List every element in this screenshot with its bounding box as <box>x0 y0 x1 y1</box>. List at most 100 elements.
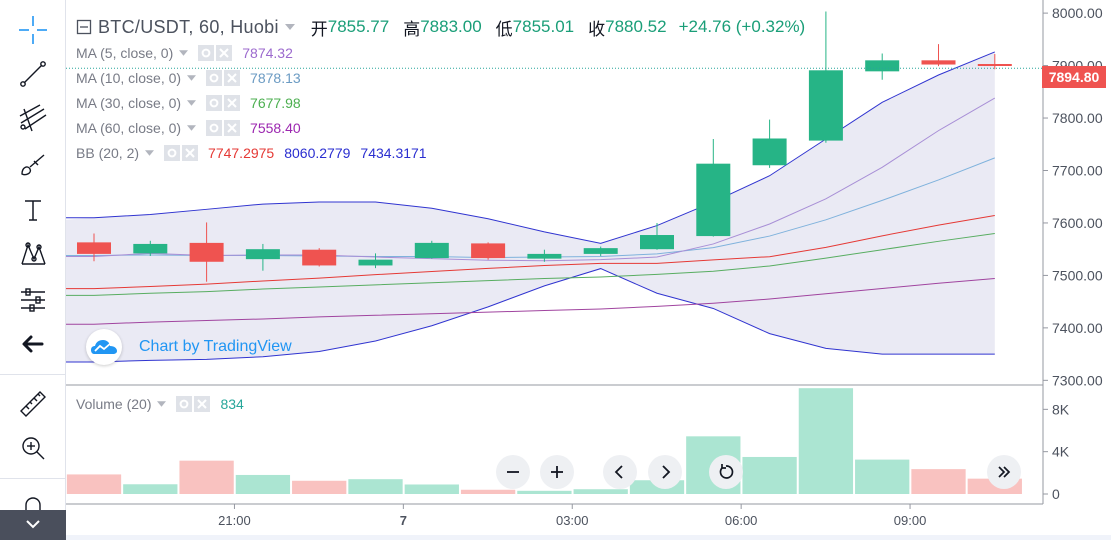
close-icon <box>197 399 208 409</box>
crosshair-icon <box>19 16 47 44</box>
close-icon <box>227 122 237 133</box>
candle-down <box>302 249 337 266</box>
last-price-badge: 7894.80 <box>1042 66 1106 88</box>
study-settings-button[interactable] <box>164 144 181 161</box>
price-tick-label: 7700.00 <box>1052 162 1103 178</box>
collapse-icon <box>26 520 40 529</box>
settings-icon <box>209 123 219 132</box>
study-remove-button[interactable] <box>224 69 241 86</box>
candle-down <box>471 243 506 259</box>
candle-up <box>245 249 280 260</box>
zoom-in-button[interactable] <box>540 455 574 489</box>
study-value: 7434.3171 <box>360 144 427 161</box>
zoom-in-tool[interactable] <box>13 430 53 466</box>
volume-bar <box>911 469 966 494</box>
change-value: +24.76 (+0.32%) <box>678 17 806 36</box>
ma30-line <box>66 232 995 296</box>
bb-band-fill <box>66 51 995 362</box>
trend-line-tool[interactable] <box>13 56 53 92</box>
candle-down <box>921 60 956 65</box>
candles <box>77 11 1012 282</box>
minus-icon <box>507 471 519 473</box>
time-tick-label: 7 <box>400 513 407 528</box>
chevron-down-icon[interactable] <box>187 74 197 81</box>
brush-tool[interactable] <box>13 146 53 182</box>
crosshair-tool[interactable] <box>13 12 53 48</box>
study-remove-button[interactable] <box>182 144 199 161</box>
volume-tick-label: 4K <box>1052 444 1070 460</box>
study-settings-button[interactable] <box>206 119 223 136</box>
high-label: 高 <box>403 19 421 39</box>
ma60-line <box>66 278 995 325</box>
volume-study-name[interactable]: Volume (20) <box>76 396 152 412</box>
measure-tool[interactable] <box>13 282 53 318</box>
chevron-right-icon <box>662 465 671 479</box>
study-settings-button[interactable] <box>206 69 223 86</box>
study-name[interactable]: MA (60, close, 0) <box>76 119 182 136</box>
bollinger-bands <box>66 51 995 362</box>
pattern-tool[interactable] <box>13 236 53 272</box>
chevron-down-icon[interactable] <box>284 24 295 30</box>
price-axis <box>1043 0 1111 540</box>
study-name[interactable]: MA (10, close, 0) <box>76 69 182 86</box>
scroll-right-button[interactable] <box>648 455 682 489</box>
study-remove-button[interactable] <box>216 44 233 61</box>
candle-up <box>414 242 449 259</box>
reset-chart-button[interactable] <box>709 455 743 489</box>
chevron-left-icon <box>614 465 623 479</box>
time-tick-label: 03:00 <box>556 513 589 528</box>
pattern-icon <box>21 242 46 265</box>
volume-bar <box>855 459 910 494</box>
volume-bar <box>460 489 516 494</box>
chevron-down-icon[interactable] <box>145 149 155 156</box>
volume-bar <box>123 484 178 494</box>
scroll-to-realtime-button[interactable] <box>987 455 1021 489</box>
volume-settings-button[interactable] <box>176 396 193 412</box>
zoom-out-button[interactable] <box>496 455 530 489</box>
volume-bar <box>573 489 628 494</box>
chevron-down-icon[interactable] <box>187 99 197 106</box>
symbol-title[interactable]: BTC/USDT, 60, Huobi <box>98 16 279 37</box>
chevron-down-icon[interactable] <box>179 49 189 56</box>
study-name[interactable]: BB (20, 2) <box>76 144 140 161</box>
open-value: 7855.77 <box>327 17 390 36</box>
settings-icon <box>201 48 211 57</box>
study-remove-button[interactable] <box>224 119 241 136</box>
chevron-down-icon[interactable] <box>157 401 167 407</box>
chevron-down-icon[interactable] <box>187 124 197 131</box>
study-row: MA (5, close, 0) 7874.32 <box>76 40 805 65</box>
candle-down <box>977 64 1012 66</box>
study-settings-button[interactable] <box>198 44 215 61</box>
text-icon <box>25 200 41 221</box>
study-row: BB (20, 2) 7747.2975 8060.2779 7434.3171 <box>76 140 805 165</box>
study-settings-button[interactable] <box>206 94 223 111</box>
study-value: 8060.2779 <box>284 144 351 161</box>
text-tool[interactable] <box>13 192 53 228</box>
bb-lower-line <box>66 268 995 363</box>
brush-icon <box>21 154 45 176</box>
back-tool[interactable] <box>13 326 53 362</box>
collapse-legend-icon[interactable] <box>76 19 92 35</box>
candle-up <box>527 253 562 259</box>
study-row: MA (30, close, 0) 7677.98 <box>76 90 805 115</box>
volume-bar <box>798 388 854 494</box>
price-tick-label: 7500.00 <box>1052 267 1103 283</box>
volume-remove-button[interactable] <box>194 396 211 412</box>
pitchfork-tool[interactable] <box>13 100 53 136</box>
study-remove-button[interactable] <box>224 94 241 111</box>
collapse-toolbar-button[interactable] <box>0 510 66 540</box>
time-tick-label: 06:00 <box>725 513 758 528</box>
tradingview-watermark[interactable]: Chart by TradingView <box>86 329 292 365</box>
back-arrow-icon <box>22 335 44 353</box>
pitchfork-icon <box>19 104 47 132</box>
study-name[interactable]: MA (5, close, 0) <box>76 44 174 61</box>
price-tick-label: 8000.00 <box>1052 5 1103 21</box>
study-value: 7747.2975 <box>208 144 275 161</box>
scroll-left-button[interactable] <box>603 455 637 489</box>
price-tick-label: 7300.00 <box>1052 372 1103 388</box>
study-name[interactable]: MA (30, close, 0) <box>76 94 182 111</box>
price-tick-label: 7400.00 <box>1052 320 1103 336</box>
ruler-icon <box>20 391 46 417</box>
close-icon <box>185 147 195 158</box>
ruler-tool[interactable] <box>13 386 53 422</box>
